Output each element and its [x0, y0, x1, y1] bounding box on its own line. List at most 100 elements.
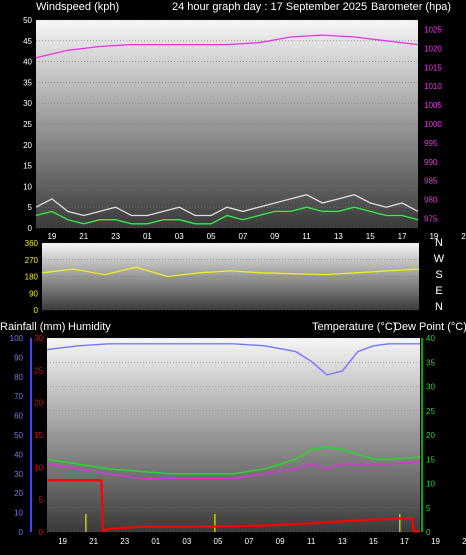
rainfall-tick-label: 15	[34, 431, 43, 440]
humidity-tick-label: 10	[14, 509, 23, 518]
barometer-tick-label: 990	[424, 158, 438, 167]
wind-baro-series	[35, 34, 419, 225]
hour-tick-label: 15	[366, 232, 375, 241]
hour-tick-label: 17	[398, 232, 407, 241]
hour-tick-label: 01	[151, 537, 160, 546]
humidity-axis-ticks: 0 10 20 30 40 50 60 70 80 90 100	[10, 334, 24, 537]
direction-series	[41, 266, 420, 278]
hour-tick-label: 03	[182, 537, 191, 546]
humidity-tick-label: 70	[14, 392, 23, 401]
rainfall-tick-label: 5	[39, 496, 44, 505]
hour-tick-label: 07	[238, 232, 247, 241]
hour-tick-label: 19	[429, 232, 438, 241]
hour-tick-label: 01	[143, 232, 152, 241]
temperature-tick-label: 5	[426, 504, 431, 513]
hour-tick-label: 09	[270, 232, 279, 241]
chart-title: 24 hour graph day : 17 September 2025	[172, 1, 367, 13]
hour-tick-label: 21	[461, 232, 466, 241]
hour-tick-label: 13	[334, 232, 343, 241]
windspeed-tick-label: 10	[23, 182, 32, 191]
temp-gridlines	[47, 337, 420, 533]
hour-tick-label: 11	[302, 232, 311, 241]
rainfall-tick-label: 30	[34, 334, 43, 343]
hour-tick-label: 23	[111, 232, 120, 241]
direction-line	[41, 266, 420, 278]
direction-axis-ticks: 360 270 180 90 0	[25, 239, 39, 315]
temp-hum-rain-series	[46, 343, 421, 533]
barometer-tick-label: 1015	[424, 63, 442, 72]
windspeed-tick-label: 30	[23, 99, 32, 108]
dewpoint-label: Dew Point (°C)	[394, 321, 466, 333]
humidity-tick-label: 100	[10, 334, 24, 343]
humidity-tick-label: 30	[14, 470, 23, 479]
barometer-tick-label: 1025	[424, 25, 442, 34]
humidity-label: Humidity	[68, 321, 111, 333]
temperature-tick-label: 15	[426, 455, 435, 464]
temperature-tick-label: 40	[426, 334, 435, 343]
hour-tick-label: 19	[58, 537, 67, 546]
temperature-tick-label: 30	[426, 383, 435, 392]
humidity-tick-label: 40	[14, 450, 23, 459]
barometer-tick-label: 975	[424, 215, 438, 224]
windspeed-tick-label: 20	[23, 141, 32, 150]
windspeed-tick-label: 25	[23, 120, 32, 129]
humidity-tick-label: 20	[14, 489, 23, 498]
humidity-tick-label: 0	[19, 528, 24, 537]
temperature-line	[46, 446, 421, 475]
windspeed-tick-label: 15	[23, 162, 32, 171]
barometer-tick-label: 1020	[424, 44, 442, 53]
wind-baro-hour-ticks: 192123010305070911131517192123	[47, 232, 466, 241]
hour-tick-label: 05	[207, 232, 216, 241]
hour-tick-label: 21	[89, 537, 98, 546]
humidity-tick-label: 90	[14, 353, 23, 362]
barometer-tick-label: 985	[424, 177, 438, 186]
temperature-axis-ticks: 0 5 10 15 20 25 30 35 40	[426, 334, 435, 537]
rainfall-tick-label: 25	[34, 366, 43, 375]
hour-tick-label: 13	[338, 537, 347, 546]
barometer-line	[35, 34, 419, 59]
temperature-tick-label: 10	[426, 480, 435, 489]
compass-label: N	[435, 237, 443, 249]
windspeed-tick-label: 40	[23, 58, 32, 67]
barometer-tick-label: 1010	[424, 82, 442, 91]
hour-tick-label: 05	[214, 537, 223, 546]
rainfall-label: Rainfall (mm)	[0, 321, 65, 333]
rainfall-tick-label: 10	[34, 463, 43, 472]
windspeed-tick-label: 45	[23, 37, 32, 46]
barometer-tick-label: 1000	[424, 120, 442, 129]
humidity-line	[46, 343, 420, 376]
rainfall-tick-label: 0	[39, 528, 44, 537]
direction-tick-label: 270	[25, 256, 39, 265]
hour-tick-label: 07	[245, 537, 254, 546]
rainfall-tick-label: 20	[34, 399, 43, 408]
hour-tick-label: 11	[307, 537, 316, 546]
direction-plot-area	[42, 243, 419, 310]
barometer-tick-label: 1005	[424, 101, 442, 110]
windspeed-tick-label: 50	[23, 16, 32, 25]
barometer-tick-label: 995	[424, 139, 438, 148]
compass-label: E	[435, 285, 442, 297]
direction-tick-label: 90	[29, 289, 38, 298]
hour-tick-label: 17	[400, 537, 409, 546]
temp-hour-ticks: 192123010305070911131517192123	[58, 537, 466, 546]
hour-tick-label: 21	[79, 232, 88, 241]
windspeed-axis-ticks: 0 5 10 15 20 25 30 35 40 45 50	[23, 16, 32, 233]
temperature-label: Temperature (°C)	[312, 321, 396, 333]
hour-tick-label: 09	[276, 537, 285, 546]
hour-tick-label: 19	[431, 537, 440, 546]
direction-tick-label: 360	[25, 239, 39, 248]
humidity-tick-label: 80	[14, 373, 23, 382]
barometer-axis-ticks: 975 980 985 990 995 1000 1005 1010 1015 1020 1025	[424, 25, 442, 223]
wind-gust-line	[35, 194, 419, 217]
humidity-tick-label: 60	[14, 412, 23, 421]
hour-tick-label: 19	[47, 232, 56, 241]
temperature-tick-label: 0	[426, 528, 431, 537]
barometer-tick-label: 980	[424, 196, 438, 205]
direction-tick-label: 180	[25, 273, 39, 282]
windspeed-tick-label: 35	[23, 78, 32, 87]
direction-tick-label: 0	[34, 306, 39, 315]
temperature-tick-label: 20	[426, 431, 435, 440]
hour-tick-label: 15	[369, 537, 378, 546]
temperature-tick-label: 35	[426, 358, 435, 367]
temperature-tick-label: 25	[426, 407, 435, 416]
